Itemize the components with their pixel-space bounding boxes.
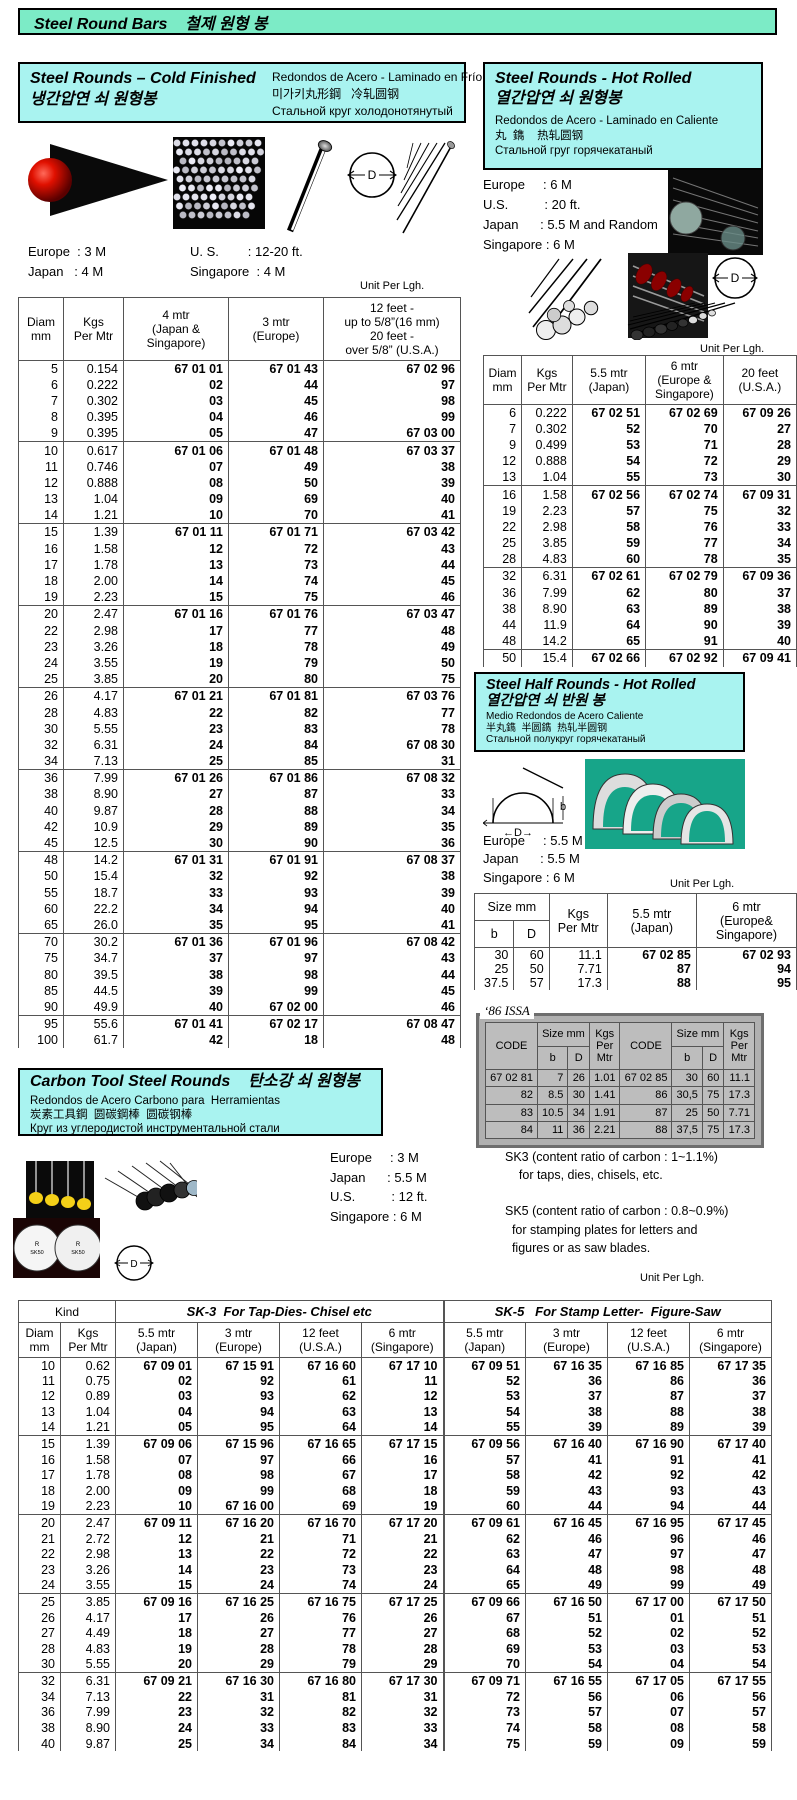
svg-text:D: D xyxy=(130,1259,137,1270)
svg-text:SK50: SK50 xyxy=(30,1250,43,1256)
svg-text:SK50: SK50 xyxy=(71,1250,84,1256)
svg-text:D: D xyxy=(731,271,740,285)
svg-text:R: R xyxy=(76,1242,81,1248)
svg-text:D: D xyxy=(368,168,377,182)
svg-text:R: R xyxy=(35,1242,40,1248)
